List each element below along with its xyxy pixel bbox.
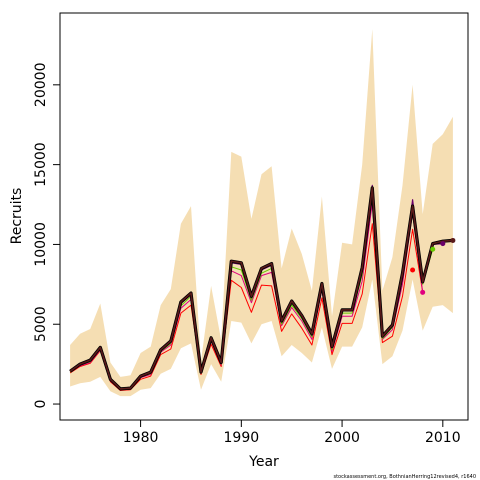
confidence-band [70, 29, 453, 397]
x-tick-label-1990: 1990 [224, 430, 260, 446]
y-tick-label-10000: 10000 [33, 222, 49, 267]
axis-layer: 1980 1990 2000 2010 0 5000 10000 15000 20000 [33, 63, 461, 446]
series-endpoint-2008 [420, 289, 426, 295]
series-endpoint-2009 [430, 246, 436, 252]
y-tick-label-5000: 5000 [33, 306, 49, 342]
y-tick-label-0: 0 [33, 400, 49, 409]
series-line-6 [69, 187, 453, 390]
series-endpoint-2011 [450, 237, 456, 243]
x-tick-label-2000: 2000 [324, 430, 360, 446]
plot-layer [69, 29, 456, 397]
x-tick-label-1980: 1980 [123, 430, 159, 446]
y-tick-label-15000: 15000 [33, 142, 49, 187]
series-endpoint-2007 [410, 267, 416, 273]
x-tick-label-2010: 2010 [425, 430, 461, 446]
source-credit: stockassessment.org, BothnianHerring12re… [333, 474, 476, 480]
plot-frame [59, 12, 469, 421]
x-axis-title: Year [248, 454, 279, 470]
y-tick-label-20000: 20000 [33, 63, 49, 108]
series-endpoint-2010 [440, 241, 446, 247]
y-axis-title: Recruits [9, 188, 25, 245]
